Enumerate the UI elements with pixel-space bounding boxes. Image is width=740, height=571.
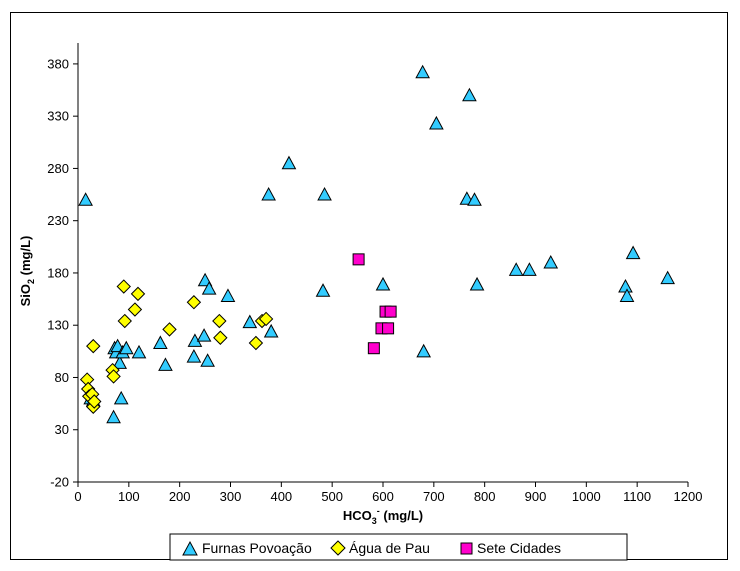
triangle-point (78, 192, 93, 206)
x-tick-label: 1000 (572, 489, 601, 504)
legend: Furnas Povoação Água de Pau Sete Cidades (169, 533, 628, 561)
legend-item-agua-de-pau: Água de Pau (330, 540, 430, 556)
x-tick-label: 300 (220, 489, 242, 504)
diamond-point (248, 335, 264, 351)
diamond-point (86, 338, 101, 354)
triangle-point (375, 276, 391, 291)
legend-square-icon (460, 542, 473, 555)
y-axis-label: SiO2 (mg/L) (18, 236, 36, 307)
diamond-point (212, 313, 227, 329)
triangle-point (543, 254, 559, 269)
square-point (384, 305, 397, 318)
triangle-point (315, 283, 331, 297)
diamond-point (258, 311, 274, 327)
triangle-point (467, 192, 482, 206)
triangle-point (522, 262, 537, 276)
legend-label: Sete Cidades (477, 540, 561, 556)
x-tick-label: 100 (118, 489, 140, 504)
triangle-point (158, 357, 173, 371)
square-point (382, 322, 395, 335)
x-tick-label: 900 (525, 489, 547, 504)
legend-triangle-icon (182, 540, 198, 556)
triangle-point (263, 323, 279, 338)
triangle-point (201, 281, 217, 295)
legend-diamond-icon (330, 540, 346, 556)
triangle-point (415, 64, 430, 79)
legend-item-furnas-povoacao: Furnas Povoação (182, 540, 312, 556)
diamond-point (162, 322, 177, 337)
y-tick-label: 80 (55, 370, 69, 385)
diamond-point (130, 286, 146, 302)
triangle-point (261, 187, 276, 201)
triangle-point (153, 335, 168, 349)
triangle-point (118, 340, 134, 355)
x-tick-label: 0 (74, 489, 81, 504)
square-point (352, 253, 365, 266)
triangle-point (625, 245, 641, 260)
y-tick-label: 30 (55, 422, 69, 437)
x-tick-label: 1100 (623, 489, 651, 504)
triangle-point (200, 353, 215, 367)
x-tick-label: 400 (270, 489, 292, 504)
triangle-point (242, 314, 258, 329)
series-2 (79, 279, 274, 414)
x-tick-label: 1200 (674, 489, 703, 504)
y-tick-label: 180 (47, 265, 69, 280)
triangle-point (220, 288, 236, 302)
triangle-point (281, 155, 297, 170)
diamond-point (87, 394, 102, 409)
triangle-point (619, 288, 635, 302)
data-points (78, 64, 676, 424)
diamond-point (116, 279, 131, 294)
square-point (367, 342, 380, 355)
x-tick-label: 600 (372, 489, 394, 504)
triangle-point (462, 87, 477, 102)
diamond-point (213, 330, 228, 345)
y-tick-label: -20 (50, 475, 69, 490)
axis-titles: HCO3- (mg/L) SiO2 (mg/L) (18, 236, 423, 526)
series-3 (352, 253, 397, 355)
triangle-point (469, 276, 485, 291)
y-tick-label: 380 (47, 56, 69, 71)
triangle-point (660, 270, 676, 285)
diamond-point (127, 302, 143, 317)
y-tick-label: 230 (47, 213, 69, 228)
triangle-point (186, 349, 202, 363)
legend-box (169, 533, 628, 561)
triangle-point (112, 355, 128, 369)
triangle-point (106, 409, 121, 424)
y-tick-label: 280 (47, 161, 69, 176)
diamond-point (117, 313, 132, 329)
diamond-point (106, 369, 121, 384)
x-tick-label: 700 (423, 489, 445, 504)
series-1 (78, 64, 676, 424)
triangle-point (196, 328, 212, 342)
triangle-point (131, 344, 147, 359)
x-tick-label: 500 (321, 489, 343, 504)
diamond-point (186, 295, 202, 310)
y-tick-label: 130 (47, 318, 69, 333)
x-axis-label: HCO3- (mg/L) (343, 506, 423, 526)
legend-label: Água de Pau (349, 540, 430, 556)
legend-label: Furnas Povoação (202, 540, 312, 556)
legend-item-sete-cidades: Sete Cidades (460, 540, 561, 556)
y-tick-label: 330 (47, 109, 69, 124)
triangle-point (618, 278, 633, 293)
triangle-point (113, 390, 129, 405)
x-tick-label: 800 (474, 489, 496, 504)
x-tick-label: 200 (169, 489, 191, 504)
triangle-point (508, 262, 524, 276)
triangle-point (416, 343, 432, 358)
triangle-point (317, 187, 332, 201)
axes: -20 30 80 130 180 230 280 330 380 0 100 200 300 400 50… (47, 43, 702, 504)
triangle-point (429, 115, 444, 130)
